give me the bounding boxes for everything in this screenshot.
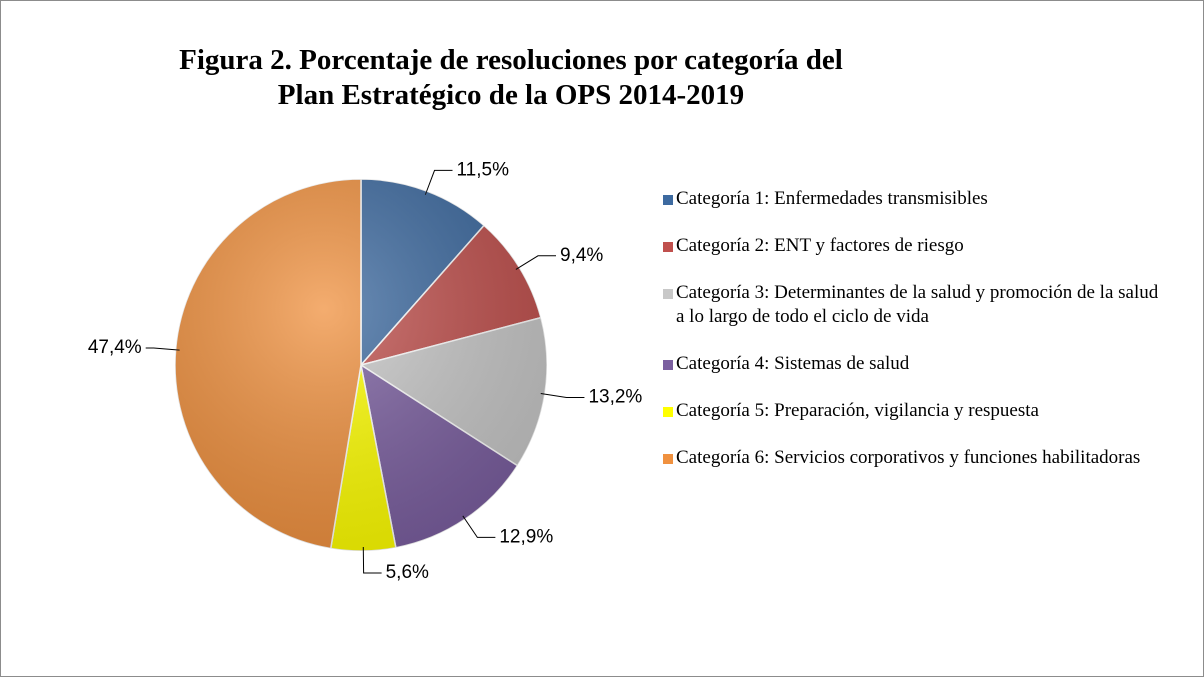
legend-swatch	[663, 289, 673, 299]
legend-item: Categoría 3: Determinantes de la salud y…	[663, 281, 1163, 329]
leader-line	[462, 515, 496, 538]
legend-item: Categoría 2: ENT y factores de riesgo	[663, 234, 1163, 258]
data-label: 11,5%	[457, 159, 510, 180]
legend-label: Categoría 4: Sistemas de salud	[676, 353, 910, 374]
leader-line	[145, 347, 180, 351]
data-label: 47,4%	[88, 337, 142, 358]
data-label: 13,2%	[588, 387, 642, 408]
leader-line	[424, 169, 453, 195]
legend: Categoría 1: Enfermedades transmisibles C…	[663, 187, 1163, 493]
legend-swatch	[663, 407, 673, 417]
legend-item: Categoría 5: Preparación, vigilancia y r…	[663, 399, 1163, 423]
data-label: 9,4%	[560, 245, 603, 266]
legend-item: Categoría 6: Servicios corporativos y fu…	[663, 446, 1163, 470]
leader-line	[362, 546, 382, 574]
chart-title: Figura 2. Porcentaje de resoluciones por…	[179, 44, 843, 111]
legend-item: Categoría 1: Enfermedades transmisibles	[663, 187, 1163, 211]
pie-slice	[174, 178, 362, 550]
legend-item: Categoría 4: Sistemas de salud	[663, 352, 1163, 376]
legend-label: Categoría 5: Preparación, vigilancia y r…	[676, 400, 1039, 421]
legend-label: Categoría 6: Servicios corporativos y fu…	[676, 447, 1141, 468]
legend-label: Categoría 3: Determinantes de la salud y…	[676, 282, 1159, 327]
legend-swatch	[663, 195, 673, 205]
legend-label: Categoría 2: ENT y factores de riesgo	[676, 235, 964, 256]
leader-line	[540, 392, 585, 399]
leader-line	[515, 255, 557, 270]
legend-label: Categoría 1: Enfermedades transmisibles	[676, 188, 988, 209]
legend-swatch	[663, 454, 673, 464]
data-label: 5,6%	[386, 562, 429, 583]
data-label: 12,9%	[499, 526, 553, 547]
legend-swatch	[663, 360, 673, 370]
legend-swatch	[663, 242, 673, 252]
